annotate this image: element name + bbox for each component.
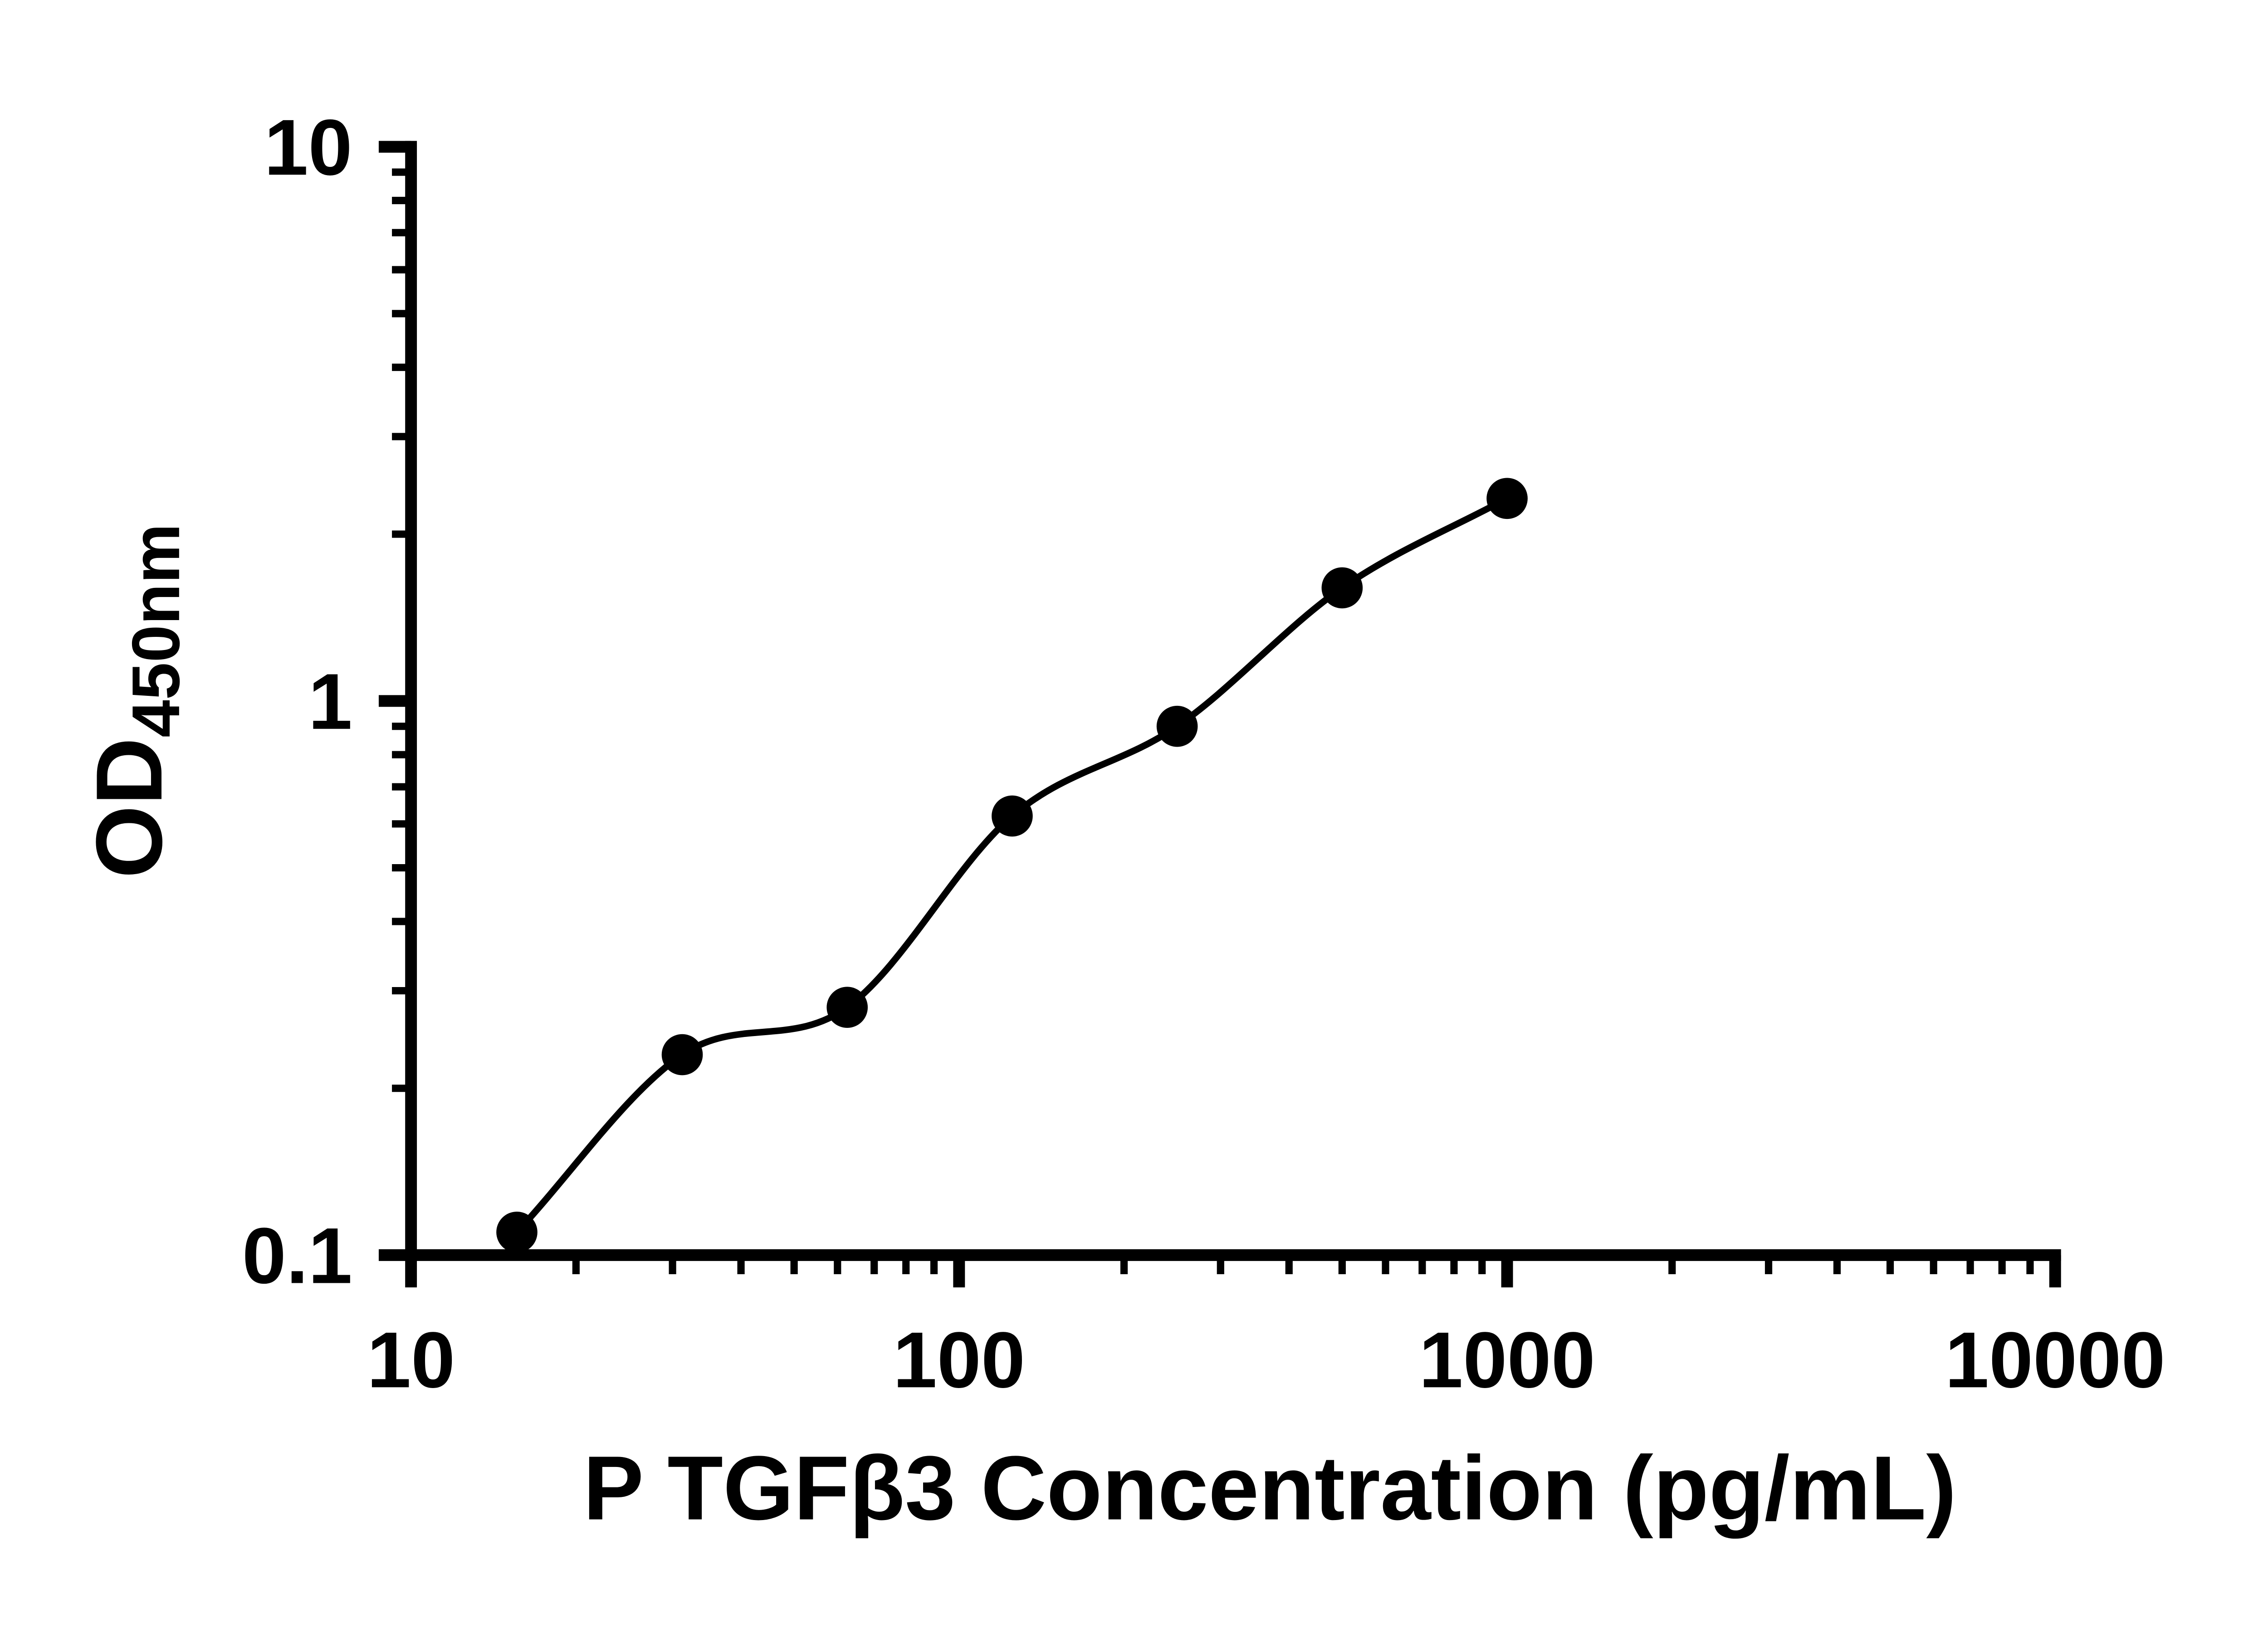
y-axis-tick-label: 1 bbox=[308, 658, 352, 746]
axis-spines bbox=[405, 141, 2061, 1261]
data-point bbox=[661, 1034, 703, 1076]
data-point bbox=[496, 1212, 538, 1253]
data-point bbox=[1486, 478, 1528, 519]
x-axis-tick-label: 1000 bbox=[1419, 1316, 1595, 1404]
y-axis-tick-label: 0.1 bbox=[242, 1212, 352, 1300]
y-axis-title: OD450nm bbox=[77, 523, 194, 878]
data-point bbox=[826, 987, 868, 1028]
x-axis-tick-label: 100 bbox=[893, 1316, 1026, 1404]
x-axis-tick-label: 10 bbox=[367, 1316, 455, 1404]
x-axis-tick-label: 10000 bbox=[1945, 1316, 2165, 1404]
y-axis-tick-label: 10 bbox=[264, 103, 352, 192]
data-point bbox=[1156, 705, 1198, 747]
data-point bbox=[1321, 567, 1363, 609]
fit-curve bbox=[514, 495, 1509, 1235]
data-point bbox=[992, 795, 1033, 837]
x-axis-title: P TGFβ3 Concentration (pg/mL) bbox=[583, 1437, 1956, 1539]
